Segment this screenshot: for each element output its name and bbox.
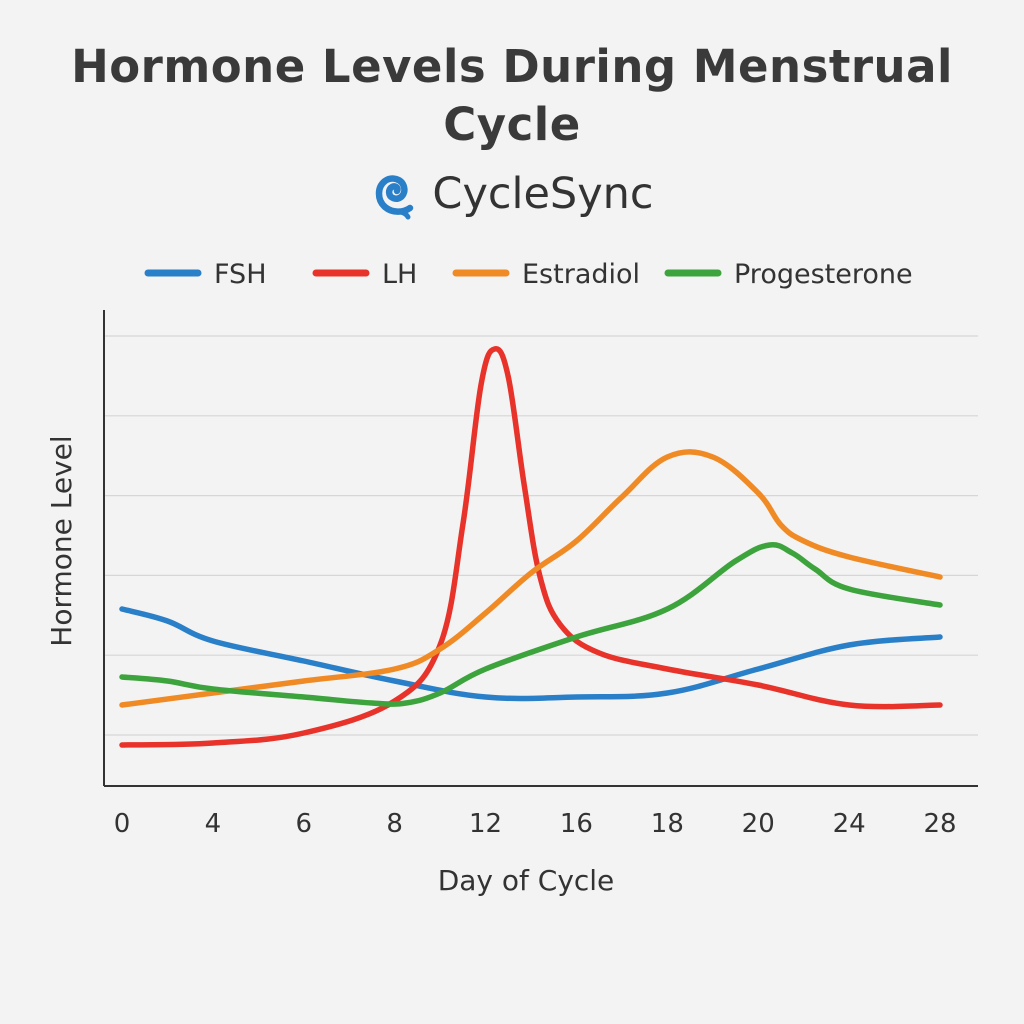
axes (103, 310, 978, 787)
series-line-lh (119, 346, 943, 748)
legend-item-estradiol: Estradiol (452, 259, 640, 290)
x-tick-label: 20 (742, 809, 775, 839)
series-line-estradiol (119, 449, 943, 708)
x-tick-label: 24 (833, 809, 866, 839)
x-tick-label: 12 (469, 809, 502, 839)
legend: FSH LH Estradiol Progesterone (144, 259, 913, 290)
x-tick-label: 6 (296, 809, 313, 839)
legend-label: LH (382, 259, 417, 290)
legend-item-progesterone: Progesterone (664, 259, 913, 290)
x-tick-label: 28 (923, 809, 956, 839)
spiral-logo-icon (376, 175, 414, 220)
chart-title: Hormone Levels During Menstrual Cycle (0, 38, 1024, 154)
y-axis-label: Hormone Level (45, 435, 78, 646)
grid (104, 335, 978, 736)
x-tick-label: 4 (205, 809, 222, 839)
legend-item-lh: LH (312, 259, 417, 290)
x-tick-label: 18 (651, 809, 684, 839)
legend-label: FSH (214, 259, 267, 290)
x-tick-labels: 0 4 6 8 12 16 18 20 24 28 (114, 809, 957, 839)
legend-label: Progesterone (734, 259, 913, 290)
series-lines (119, 346, 943, 748)
series-line-fsh (119, 606, 943, 702)
x-tick-label: 16 (560, 809, 593, 839)
brand: CycleSync (0, 164, 1024, 224)
x-tick-label: 8 (386, 809, 403, 839)
x-axis-label: Day of Cycle (438, 864, 615, 897)
x-tick-label: 0 (114, 809, 131, 839)
legend-item-fsh: FSH (144, 259, 267, 290)
series-line-progesterone (119, 542, 943, 707)
chart-title-text: Hormone Levels During Menstrual Cycle (71, 40, 953, 151)
brand-name: CycleSync (432, 169, 654, 219)
legend-label: Estradiol (522, 259, 640, 290)
